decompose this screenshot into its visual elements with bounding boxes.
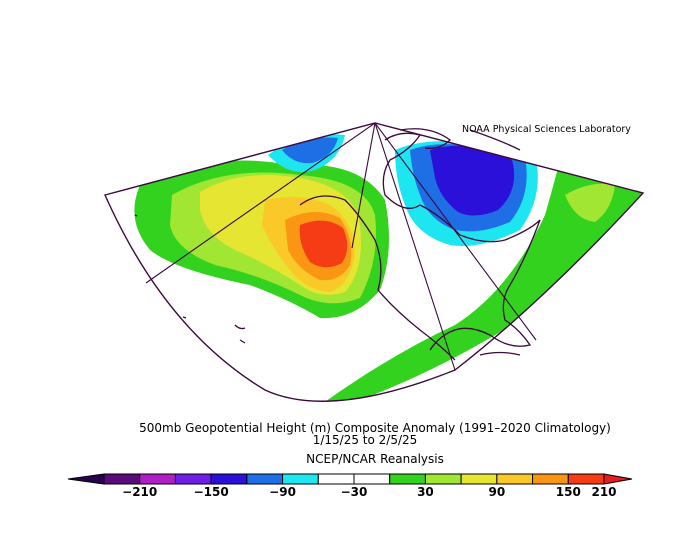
colorbar-tick-label: −30 [340, 485, 368, 499]
colorbar-high-arrow [603, 473, 633, 485]
colorbar-tick-label: 90 [488, 485, 506, 499]
colorbar-swatches [67, 473, 633, 485]
colorbar-swatch [496, 473, 534, 485]
coastlines [134, 128, 541, 361]
colorbar-tick-label: −90 [269, 485, 296, 499]
colorbar-swatch [460, 473, 498, 485]
colorbar-swatch [103, 473, 141, 485]
colorbar-tick-label: 150 [555, 485, 581, 499]
date-range: 1/15/25 to 2/5/25 [312, 433, 418, 447]
colorbar-swatch [567, 473, 605, 485]
colorbar-swatch [174, 473, 212, 485]
colorbar-swatch [532, 473, 569, 485]
contour-deepblue-canada [430, 145, 515, 216]
dataset-label: NCEP/NCAR Reanalysis [306, 452, 444, 466]
colorbar-swatch [353, 473, 391, 485]
contour-green-atlantic [300, 160, 643, 402]
contour-red-pacific [299, 220, 348, 268]
map-title: 500mb Geopotential Height (m) Composite … [139, 421, 611, 435]
colorbar-tick-label: 210 [591, 485, 617, 499]
colorbar-swatch [210, 473, 248, 485]
colorbar-tick-label: −210 [122, 485, 158, 499]
colorbar-swatch [424, 473, 462, 485]
colorbar-low-arrow [67, 473, 105, 485]
contour-lime-atlantic [565, 183, 615, 222]
colorbar-swatch [246, 473, 284, 485]
map-frame [104, 122, 645, 402]
colorbar-swatch [139, 473, 176, 485]
credit-label: NOAA Physical Sciences Laboratory [462, 124, 631, 135]
colorbar-swatch [317, 473, 355, 485]
colorbar-swatch [389, 473, 426, 485]
colorbar-tick-label: −150 [193, 485, 229, 499]
colorbar-tick-label: 30 [417, 485, 434, 499]
colorbar-swatch [282, 473, 319, 485]
